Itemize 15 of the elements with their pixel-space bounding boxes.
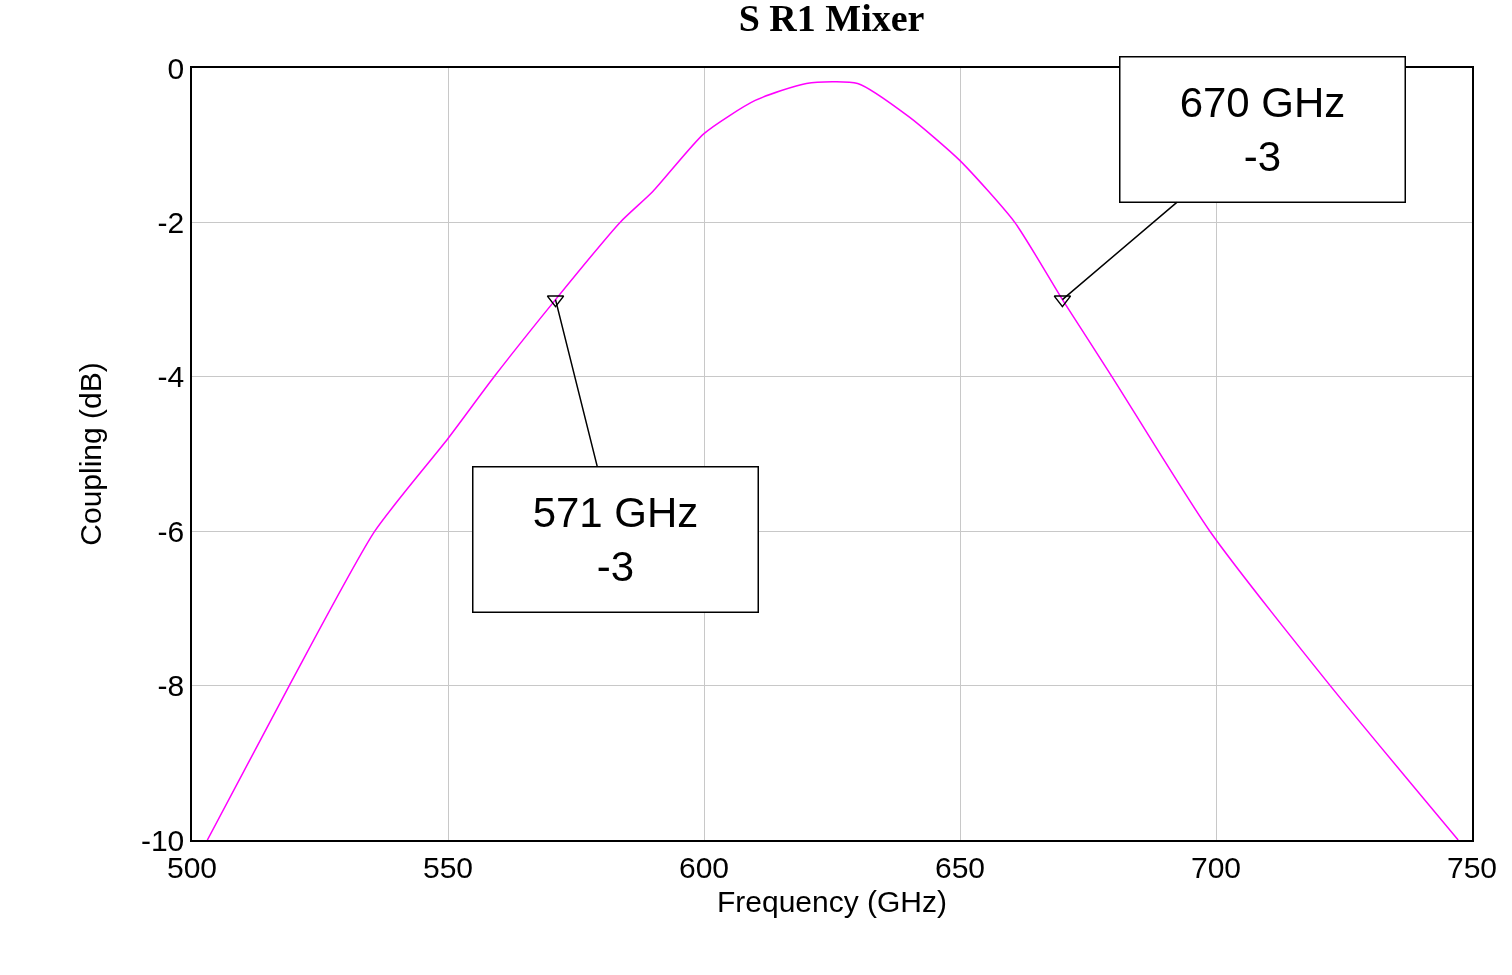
- x-tick-label: 650: [934, 850, 986, 884]
- x-tick-label: 550: [422, 850, 474, 884]
- chart-title: S R1 Mixer: [738, 0, 925, 40]
- x-tick-label: 700: [1190, 850, 1242, 884]
- x-tick-label: 600: [678, 850, 730, 884]
- y-axis-title: Coupling (dB): [74, 362, 108, 546]
- y-tick-label: -2: [157, 205, 185, 239]
- x-axis-title: Frequency (GHz): [716, 884, 948, 918]
- y-tick-label: -4: [157, 360, 185, 394]
- annotation: 670 GHz -3: [1179, 78, 1346, 181]
- annotation: 571 GHz -3: [532, 488, 699, 591]
- x-tick-label: 750: [1446, 850, 1498, 884]
- y-tick-label: 0: [167, 51, 185, 85]
- y-tick-label: -6: [157, 514, 185, 548]
- y-tick-label: -8: [157, 669, 185, 703]
